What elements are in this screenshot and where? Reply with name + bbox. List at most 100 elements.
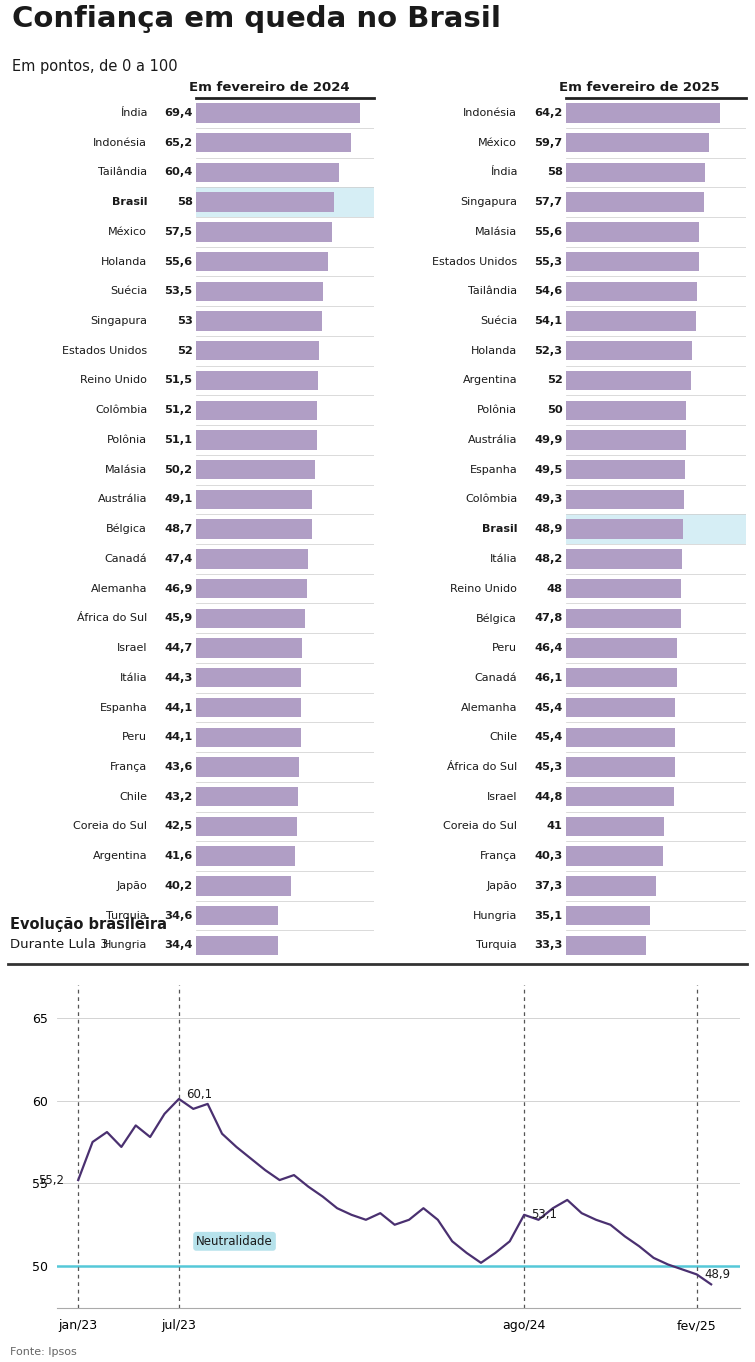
Text: Espanha: Espanha	[100, 703, 147, 712]
Text: Estados Unidos: Estados Unidos	[432, 256, 517, 267]
Bar	[196, 133, 350, 153]
Bar	[196, 519, 312, 539]
Bar	[196, 192, 334, 211]
Text: África do Sul: África do Sul	[77, 613, 147, 624]
Text: 52: 52	[177, 346, 193, 355]
Bar	[196, 222, 332, 241]
Text: 44,7: 44,7	[165, 643, 193, 652]
Text: 65,2: 65,2	[165, 138, 193, 147]
Bar	[566, 787, 673, 806]
Text: 53: 53	[177, 316, 193, 326]
Text: 55,2: 55,2	[38, 1174, 64, 1186]
Text: Argentina: Argentina	[463, 376, 517, 385]
Text: Suécia: Suécia	[480, 316, 517, 326]
Text: Indonésia: Indonésia	[93, 138, 147, 147]
Text: 33,3: 33,3	[534, 940, 562, 951]
Text: Turquia: Turquia	[476, 940, 517, 951]
Text: Hungria: Hungria	[473, 911, 517, 921]
Text: 48,9: 48,9	[704, 1268, 730, 1280]
Bar	[196, 549, 309, 568]
Text: Em fevereiro de 2025: Em fevereiro de 2025	[559, 80, 720, 94]
Text: Indonésia: Indonésia	[463, 108, 517, 118]
Text: Tailândia: Tailândia	[98, 168, 147, 177]
Text: 40,2: 40,2	[165, 881, 193, 891]
Text: Japão: Japão	[116, 881, 147, 891]
Text: Reino Unido: Reino Unido	[80, 376, 147, 385]
Text: Peru: Peru	[122, 733, 147, 742]
Text: 44,3: 44,3	[164, 673, 193, 682]
Text: Brasil: Brasil	[112, 197, 147, 207]
Text: 47,8: 47,8	[535, 613, 562, 624]
Bar	[566, 727, 675, 746]
Bar	[566, 757, 675, 776]
Bar	[566, 252, 698, 271]
Text: Malásia: Malásia	[475, 227, 517, 237]
Text: 51,5: 51,5	[165, 376, 193, 385]
Text: 49,9: 49,9	[534, 434, 562, 445]
Text: 46,1: 46,1	[535, 673, 562, 682]
Bar	[196, 787, 298, 806]
Text: Chile: Chile	[489, 733, 517, 742]
Bar	[566, 460, 685, 479]
Text: 52: 52	[547, 376, 562, 385]
Text: 45,9: 45,9	[165, 613, 193, 624]
Text: 44,1: 44,1	[165, 733, 193, 742]
Bar	[196, 906, 278, 925]
Bar	[566, 697, 675, 718]
Text: Bélgica: Bélgica	[476, 613, 517, 624]
Text: 45,4: 45,4	[535, 703, 562, 712]
Text: 46,9: 46,9	[164, 583, 193, 594]
Text: 60,4: 60,4	[165, 168, 193, 177]
Text: Fonte: Ipsos: Fonte: Ipsos	[10, 1347, 76, 1357]
Text: Hungria: Hungria	[103, 940, 147, 951]
Bar	[566, 515, 746, 543]
Text: 59,7: 59,7	[535, 138, 562, 147]
Text: 50: 50	[547, 406, 562, 415]
Bar	[196, 609, 305, 628]
Text: Holanda: Holanda	[471, 346, 517, 355]
Text: 47,4: 47,4	[165, 554, 193, 564]
Text: 54,6: 54,6	[535, 286, 562, 297]
Bar	[566, 192, 704, 211]
Bar	[196, 400, 317, 419]
Bar	[566, 609, 681, 628]
Text: 43,6: 43,6	[164, 761, 193, 772]
Bar	[566, 847, 663, 866]
Bar	[196, 490, 313, 509]
Text: Holanda: Holanda	[101, 256, 147, 267]
Bar	[196, 312, 322, 331]
Bar	[196, 579, 307, 598]
Text: 40,3: 40,3	[535, 851, 562, 861]
Text: 48,2: 48,2	[535, 554, 562, 564]
Text: 34,6: 34,6	[164, 911, 193, 921]
Text: Neutralidade: Neutralidade	[196, 1235, 273, 1248]
Text: Em fevereiro de 2024: Em fevereiro de 2024	[189, 80, 350, 94]
Text: Suécia: Suécia	[110, 286, 147, 297]
Bar	[566, 669, 676, 688]
Text: Argentina: Argentina	[93, 851, 147, 861]
Text: 48: 48	[547, 583, 562, 594]
Text: 48,7: 48,7	[165, 524, 193, 534]
Text: Em pontos, de 0 a 100: Em pontos, de 0 a 100	[12, 59, 177, 74]
Text: Colômbia: Colômbia	[95, 406, 147, 415]
Bar	[196, 697, 300, 718]
Text: 34,4: 34,4	[164, 940, 193, 951]
Bar	[566, 400, 686, 419]
Text: Chile: Chile	[119, 791, 147, 802]
Text: México: México	[109, 227, 147, 237]
Bar	[196, 876, 291, 896]
Text: Israel: Israel	[117, 643, 147, 652]
Bar	[566, 430, 686, 449]
Text: 45,3: 45,3	[535, 761, 562, 772]
Bar	[566, 282, 697, 301]
Text: Polônia: Polônia	[477, 406, 517, 415]
Bar	[196, 162, 339, 183]
Text: Israel: Israel	[487, 791, 517, 802]
Text: Índia: Índia	[490, 168, 517, 177]
Text: 44,1: 44,1	[165, 703, 193, 712]
Text: México: México	[479, 138, 517, 147]
Text: 58: 58	[177, 197, 193, 207]
Text: 55,6: 55,6	[535, 227, 562, 237]
Bar	[566, 490, 684, 509]
Text: 41: 41	[547, 821, 562, 831]
